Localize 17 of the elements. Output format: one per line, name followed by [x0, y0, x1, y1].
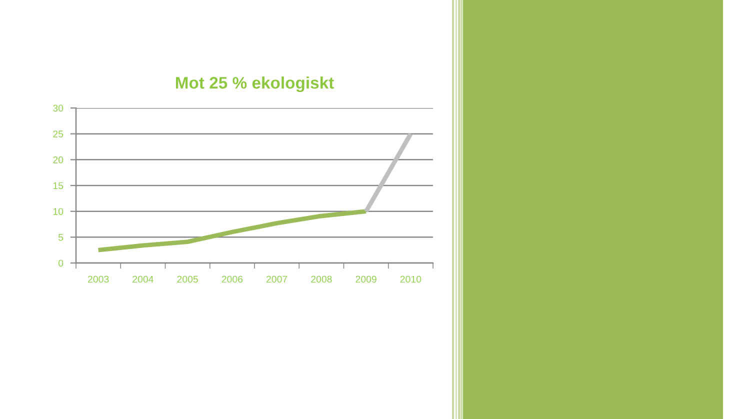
- y-tick-label: 30: [53, 104, 64, 112]
- y-tick-label: 5: [58, 234, 64, 241]
- x-tick-label: 2008: [311, 276, 332, 283]
- y-tick-label: 25: [53, 130, 64, 138]
- y-tick-label: 15: [53, 182, 64, 190]
- x-tick-label: 2009: [356, 276, 376, 283]
- x-tick-label: 2003: [88, 276, 109, 283]
- x-tick-label: 2006: [222, 276, 243, 283]
- x-tick-label: 2007: [266, 276, 288, 283]
- y-tick-label: 20: [53, 156, 64, 164]
- y-tick-label: 10: [53, 208, 64, 215]
- line-series: [96, 209, 368, 252]
- chart-title: Mot 25 % ekologiskt: [176, 76, 334, 92]
- y-tick-label: 0: [58, 260, 64, 267]
- x-tick-label: 2010: [400, 276, 422, 283]
- x-tick-label: 2005: [177, 276, 198, 283]
- x-tick-label: 2004: [132, 276, 154, 283]
